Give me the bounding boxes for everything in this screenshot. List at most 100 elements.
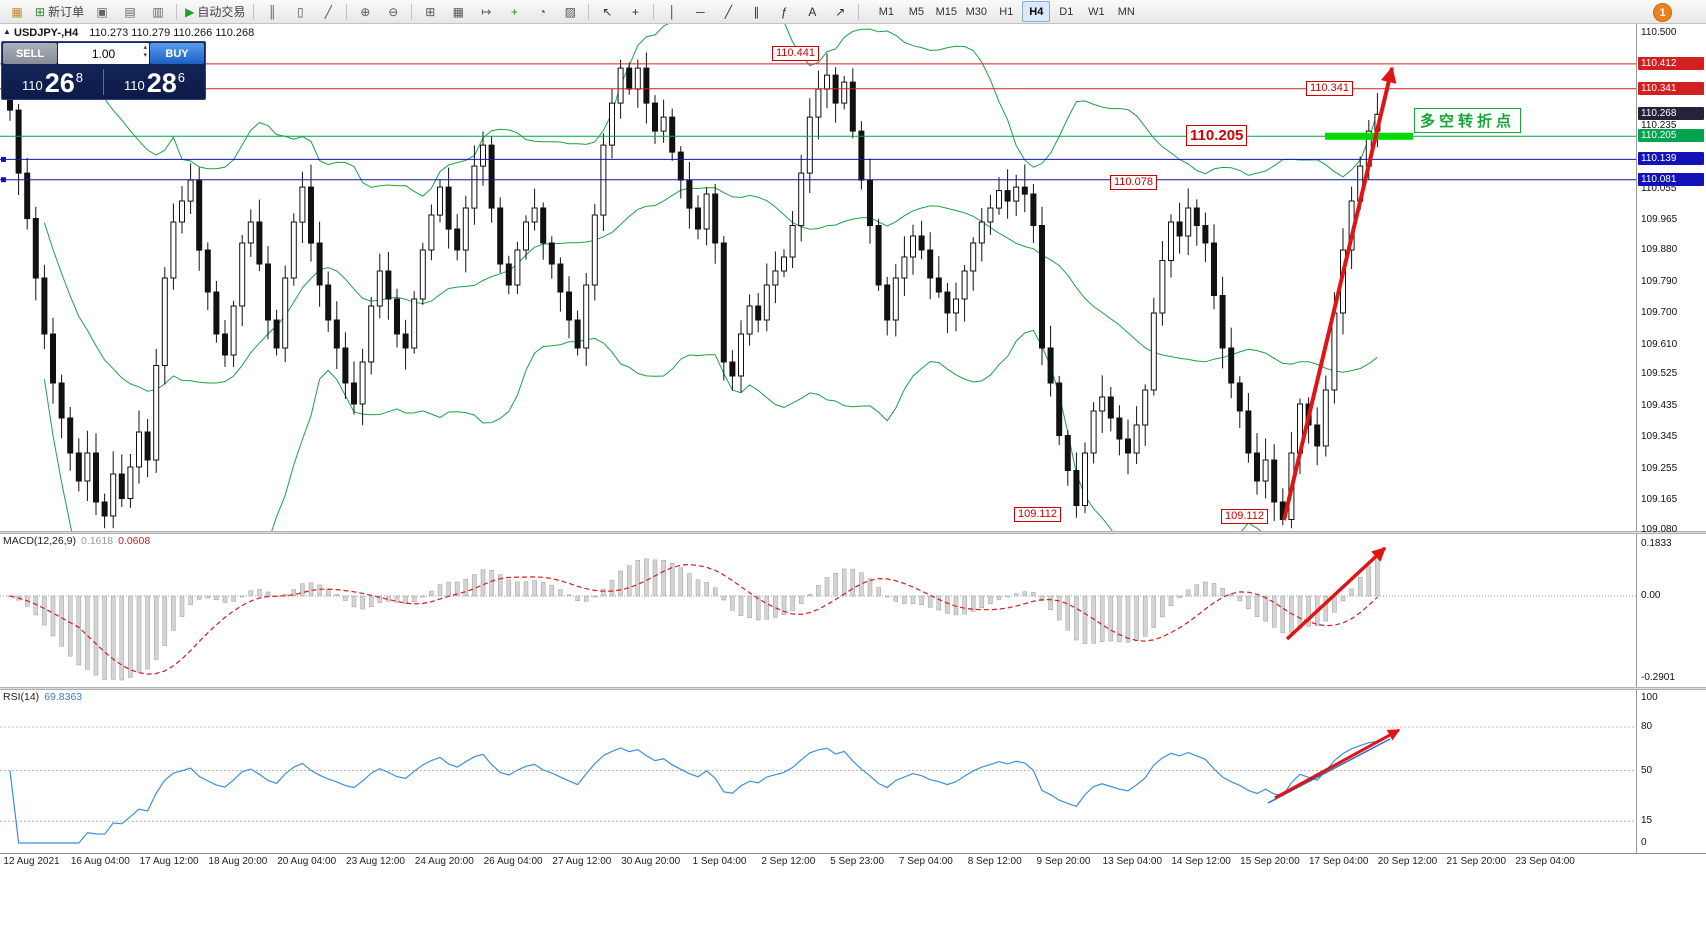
crosshair-icon[interactable]: + bbox=[621, 1, 649, 23]
candlestick-icon[interactable]: ▯ bbox=[286, 1, 314, 23]
price-tick: 109.965 bbox=[1641, 214, 1678, 225]
rsi-scale[interactable]: 100 80 50 15 0 bbox=[1636, 690, 1706, 853]
macd-scale-value: 0.1833 bbox=[1641, 538, 1672, 549]
volume-decrease-button[interactable]: ▾ bbox=[143, 52, 147, 59]
timeframe-m30-button[interactable]: M30 bbox=[965, 5, 988, 18]
timeframe-h4-button[interactable]: H4 bbox=[1022, 1, 1051, 22]
rsi-scale-value: 15 bbox=[1641, 815, 1653, 826]
autotrading-button[interactable]: ▶ 自动交易 bbox=[181, 1, 249, 23]
new-order-button[interactable]: ⊞ 新订单 bbox=[31, 1, 88, 23]
zoom-in-icon[interactable]: ⊕ bbox=[351, 1, 379, 23]
volume-increase-button[interactable]: ▴ bbox=[143, 44, 147, 51]
rally-arrow[interactable] bbox=[1282, 66, 1397, 521]
rsi-scale-value: 0 bbox=[1641, 837, 1647, 848]
price-annotation-label[interactable]: 110.441 bbox=[772, 46, 819, 61]
pane-separator[interactable] bbox=[0, 687, 1706, 690]
macd-plot[interactable]: MACD(12,26,9) 0.1618 0.0608 bbox=[0, 534, 1636, 687]
crosshair-icon: + bbox=[631, 4, 639, 19]
rsi-value: 69.8363 bbox=[44, 691, 83, 703]
timeframe-m5-button[interactable]: M5 bbox=[908, 5, 924, 18]
price-annotation-label[interactable]: 110.205 bbox=[1186, 125, 1248, 146]
vertical-line-icon[interactable]: │ bbox=[658, 1, 686, 23]
data-window-icon: ▥ bbox=[152, 4, 164, 19]
macd-scale[interactable]: 0.1833 0.00 -0.2901 bbox=[1636, 534, 1706, 687]
sell-price-pip: 8 bbox=[75, 69, 83, 85]
chart-ohlc-values: 110.273 110.279 110.266 110.268 bbox=[89, 27, 255, 39]
turning-point-bar[interactable] bbox=[1325, 132, 1413, 140]
profiles-icon[interactable]: ▤ bbox=[116, 1, 144, 23]
new-order-button-label: 新订单 bbox=[48, 5, 85, 19]
arrows-icon[interactable]: ↗ bbox=[826, 1, 854, 23]
macd-arrow[interactable] bbox=[1285, 546, 1387, 641]
bar-chart-icon: ║ bbox=[268, 4, 277, 19]
price-chart-plot[interactable]: 110.441 110.341 110.205 110.078 109.112 109.1… bbox=[0, 24, 1636, 531]
macd-canvas bbox=[0, 546, 1636, 681]
turning-point-text[interactable]: 多空转折点 bbox=[1414, 108, 1522, 133]
collapse-arrow-icon[interactable]: ▲ bbox=[3, 27, 11, 36]
price-tick: 109.345 bbox=[1641, 431, 1678, 442]
fibonacci-icon[interactable]: ƒ bbox=[770, 1, 798, 23]
sell-button[interactable]: SELL bbox=[3, 43, 57, 64]
channel-icon[interactable]: ∥ bbox=[742, 1, 770, 23]
time-label: 24 Aug 20:00 bbox=[414, 856, 474, 867]
data-window-icon[interactable]: ▥ bbox=[144, 1, 172, 23]
toolbar-separator bbox=[858, 3, 860, 20]
autotrading-button-label: 自动交易 bbox=[197, 5, 246, 19]
toolbar-separator bbox=[411, 3, 413, 20]
volume-input[interactable]: 1.00 ▴ ▾ bbox=[58, 43, 149, 64]
time-axis[interactable]: 12 Aug 2021 16 Aug 04:00 17 Aug 12:00 18 Au… bbox=[0, 853, 1706, 870]
text-icon[interactable]: A bbox=[798, 1, 826, 23]
bar-chart-icon[interactable]: ║ bbox=[258, 1, 286, 23]
bottom-empty-area bbox=[0, 870, 1706, 947]
timeframe-w1-button[interactable]: W1 bbox=[1088, 5, 1105, 18]
trendline-icon[interactable]: ╱ bbox=[714, 1, 742, 23]
time-label: 5 Sep 23:00 bbox=[830, 856, 885, 867]
charts-icon[interactable]: ▣ bbox=[88, 1, 116, 23]
time-label: 8 Sep 12:00 bbox=[967, 856, 1022, 867]
horizontal-line-icon[interactable]: ─ bbox=[686, 1, 714, 23]
timeframe-mn-button[interactable]: MN bbox=[1117, 5, 1135, 18]
auto-arrange-icon[interactable]: ▦ bbox=[444, 1, 472, 23]
price-tick: 109.790 bbox=[1641, 276, 1678, 287]
price-tag-red: 110.412 bbox=[1638, 57, 1704, 70]
rsi-scale-value: 100 bbox=[1641, 692, 1658, 703]
one-click-trading-panel: SELL 1.00 ▴ ▾ BUY 110 26 8 bbox=[1, 41, 206, 100]
rsi-arrow[interactable] bbox=[1274, 728, 1401, 800]
time-label: 14 Sep 12:00 bbox=[1171, 856, 1231, 867]
chart-shift-icon[interactable]: ↦ bbox=[472, 1, 500, 23]
chart-window-icon: ▦ bbox=[11, 4, 23, 19]
toolbar-separator bbox=[653, 3, 655, 20]
price-annotation-label[interactable]: 109.112 bbox=[1014, 507, 1061, 522]
price-annotation-label[interactable]: 109.112 bbox=[1221, 509, 1268, 524]
time-label: 20 Sep 12:00 bbox=[1377, 856, 1438, 867]
zoom-out-icon[interactable]: ⊖ bbox=[379, 1, 407, 23]
periods-icon[interactable]: ◔ bbox=[528, 1, 556, 23]
timeframe-m1-button[interactable]: M1 bbox=[878, 5, 894, 18]
indicators-icon[interactable]: + bbox=[500, 1, 528, 23]
chart-window-icon[interactable]: ▦ bbox=[3, 1, 31, 23]
buy-button[interactable]: BUY bbox=[150, 43, 204, 64]
price-tick: 109.880 bbox=[1641, 244, 1678, 255]
timeframe-m15-button[interactable]: M15 bbox=[935, 5, 958, 18]
rsi-plot[interactable]: RSI(14) 69.8363 bbox=[0, 690, 1636, 853]
timeframe-d1-button[interactable]: D1 bbox=[1059, 5, 1074, 18]
price-chart-canvas[interactable] bbox=[0, 24, 1636, 531]
timeframe-h1-button[interactable]: H1 bbox=[999, 5, 1014, 18]
templates-icon[interactable]: ▨ bbox=[556, 1, 584, 23]
price-tick: 110.235 bbox=[1641, 120, 1677, 131]
time-label: 23 Aug 12:00 bbox=[346, 856, 405, 867]
price-tick: 110.500 bbox=[1641, 27, 1677, 38]
price-tag-blue: 110.081 bbox=[1638, 173, 1704, 186]
price-annotation-label[interactable]: 110.341 bbox=[1306, 81, 1353, 96]
notification-badge[interactable]: 1 bbox=[1653, 3, 1672, 22]
zoom-out-icon: ⊖ bbox=[388, 4, 399, 19]
line-chart-icon[interactable]: ╱ bbox=[314, 1, 342, 23]
price-scale[interactable]: 110.500 110.235 110.055 109.965 109.880 109.7… bbox=[1636, 24, 1706, 535]
timeframe-group: M1 M5 M15 M30 H1 H4 D1 W1 MN bbox=[871, 1, 1141, 22]
tile-windows-icon[interactable]: ⊞ bbox=[416, 1, 444, 23]
pane-separator[interactable] bbox=[0, 531, 1706, 534]
price-annotation-label[interactable]: 110.078 bbox=[1110, 175, 1157, 190]
cursor-icon[interactable]: ↖ bbox=[593, 1, 621, 23]
price-tick: 109.700 bbox=[1641, 307, 1678, 318]
price-tag-blue: 110.139 bbox=[1638, 152, 1704, 165]
